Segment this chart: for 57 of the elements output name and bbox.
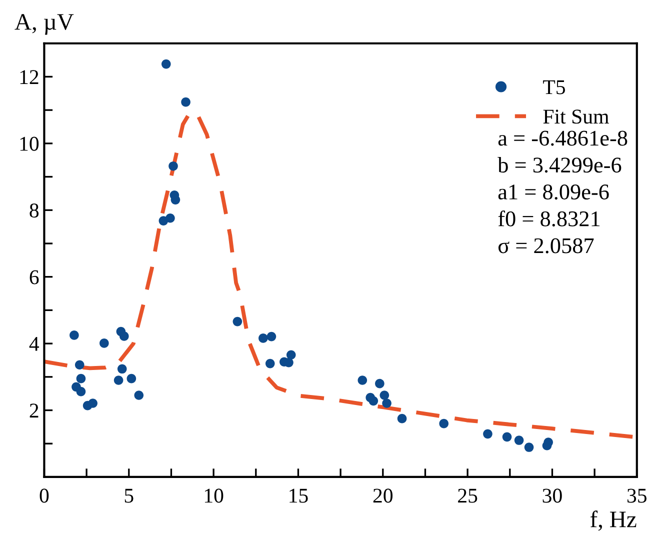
y-tick-label: 6 xyxy=(30,270,39,284)
annotation: f0 = 8.8321 xyxy=(498,210,600,226)
point xyxy=(88,398,98,408)
point xyxy=(161,59,171,69)
point xyxy=(70,330,79,340)
point xyxy=(375,378,384,388)
point xyxy=(286,350,296,360)
point xyxy=(76,374,86,384)
x-tick-label: 35 xyxy=(627,488,647,503)
point xyxy=(502,432,512,442)
y-tick-label: 2 xyxy=(30,404,38,418)
point xyxy=(170,195,180,204)
point xyxy=(114,376,124,385)
legend-label: Fit Sum xyxy=(543,110,609,124)
point xyxy=(265,358,275,368)
annotation: a = -6.4861e-8 xyxy=(498,130,628,146)
point xyxy=(439,418,449,428)
point xyxy=(358,376,368,385)
x-tick-label: 25 xyxy=(458,488,478,503)
point xyxy=(117,364,127,374)
point xyxy=(232,316,242,326)
point xyxy=(380,390,390,400)
point xyxy=(100,338,109,348)
y-tick-label: 12 xyxy=(20,70,38,84)
point xyxy=(382,398,392,408)
point xyxy=(258,334,268,343)
point xyxy=(524,442,534,452)
point xyxy=(166,213,175,223)
point xyxy=(74,360,84,370)
x-tick-label: 5 xyxy=(124,488,134,503)
point xyxy=(266,332,276,342)
point xyxy=(514,436,524,445)
y-axis-title: A, µV xyxy=(14,14,74,35)
point xyxy=(168,161,178,171)
annotation: a1 = 8.09e-6 xyxy=(498,184,609,200)
y-tick-label: 8 xyxy=(30,204,39,218)
annotation: σ = 2.0587 xyxy=(498,238,594,254)
y-tick-label: 10 xyxy=(20,136,39,151)
x-tick-label: 15 xyxy=(290,488,308,503)
x-tick-label: 0 xyxy=(40,488,49,503)
x-axis-title: f, Hz xyxy=(590,510,636,531)
point xyxy=(76,386,86,396)
legend-label: T5 xyxy=(543,80,566,94)
x-tick-label: 20 xyxy=(373,488,393,503)
point xyxy=(119,332,129,341)
point xyxy=(284,358,294,368)
point xyxy=(134,390,144,400)
point xyxy=(544,438,553,447)
annotation: b = 3.4299e-6 xyxy=(498,156,622,173)
point xyxy=(397,414,407,424)
point xyxy=(126,374,136,384)
x-tick-label: 10 xyxy=(204,488,224,503)
point xyxy=(181,97,190,107)
x-tick-label: 30 xyxy=(542,488,562,503)
y-tick-label: 4 xyxy=(29,337,40,351)
point xyxy=(368,396,378,406)
point xyxy=(483,429,492,439)
